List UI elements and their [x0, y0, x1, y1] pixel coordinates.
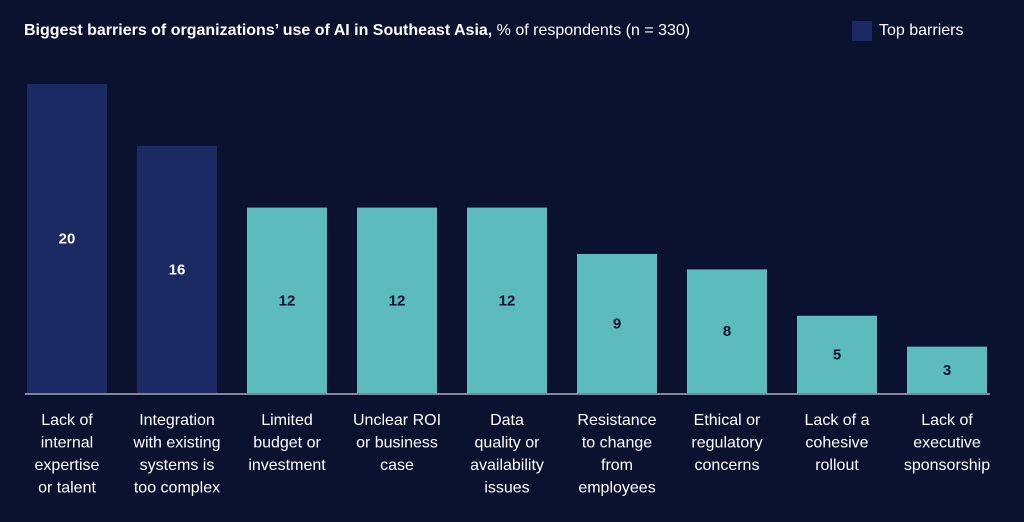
legend-swatch: [852, 21, 872, 41]
bar: [357, 207, 437, 393]
legend: Top barriers: [852, 21, 963, 41]
chart-title: Biggest barriers of organizations’ use o…: [24, 21, 690, 41]
category-label-line: rollout: [815, 457, 859, 474]
category-label: Unclear ROI or business case: [353, 412, 441, 474]
bar-value-label: 16: [169, 261, 186, 278]
category-label: Lack of executive sponsorship: [904, 412, 990, 474]
bar-value-label: 12: [279, 292, 296, 309]
bar-value-label: 20: [59, 231, 76, 248]
category-label: Integration with existing systems is too co…: [132, 412, 220, 497]
bar: [27, 84, 107, 393]
chart-title-rest: % of respondents (n = 330): [492, 22, 691, 39]
category-label-line: Limited: [261, 412, 313, 429]
category-label-line: budget or: [253, 435, 321, 452]
category-label-line: cohesive: [805, 435, 868, 452]
category-label: Limited budget or investment: [248, 412, 326, 474]
category-label-line: sponsorship: [904, 457, 990, 474]
bar-value-label: 9: [613, 315, 621, 332]
bar: [467, 207, 547, 393]
bar: [907, 346, 987, 393]
bar-value-label: 8: [723, 323, 731, 340]
category-label-line: Lack of a: [805, 412, 870, 429]
category-label-line: Lack of: [921, 412, 973, 429]
legend-label: Top barriers: [879, 22, 964, 39]
category-label-line: investment: [248, 457, 326, 474]
category-label-line: Ethical or: [694, 412, 761, 429]
category-label: Data quality or availability issues: [470, 412, 544, 497]
bar-value-label: 5: [833, 346, 841, 363]
category-label-line: from: [601, 457, 633, 474]
bar: [247, 207, 327, 393]
category-label-line: Resistance: [577, 412, 656, 429]
category-label-line: too complex: [134, 480, 220, 497]
category-label-line: or talent: [38, 480, 96, 497]
category-label-line: executive: [913, 435, 981, 452]
category-label-line: availability: [470, 457, 544, 474]
category-label-line: with existing: [132, 435, 220, 452]
category-label-line: case: [380, 457, 414, 474]
category-label-line: issues: [484, 480, 529, 497]
bar-value-label: 12: [499, 292, 516, 309]
bar-value-label: 12: [389, 292, 406, 309]
category-label-line: employees: [578, 480, 655, 497]
category-label-line: expertise: [35, 457, 100, 474]
category-label-line: internal: [41, 435, 93, 452]
bar: [797, 315, 877, 393]
bar: [687, 269, 767, 393]
category-label-line: or business: [356, 435, 438, 452]
bar-value-label: 3: [943, 362, 951, 379]
bar: [137, 145, 217, 393]
category-label-line: Unclear ROI: [353, 412, 441, 429]
category-label-line: concerns: [695, 457, 760, 474]
category-label-line: to change: [582, 435, 652, 452]
category-label: Resistance to change from employees: [577, 412, 656, 497]
category-label-line: regulatory: [691, 435, 762, 452]
category-label: Lack of internal expertise or talent: [35, 412, 100, 497]
category-label-line: quality or: [475, 435, 541, 452]
category-label: Ethical or regulatory concerns: [691, 412, 762, 474]
category-label-line: Integration: [139, 412, 215, 429]
category-label-line: Data: [490, 412, 524, 429]
category-label-line: Lack of: [41, 412, 93, 429]
category-label-line: systems is: [140, 457, 215, 474]
bar: [577, 253, 657, 393]
chart-title-bold: Biggest barriers of organizations’ use o…: [24, 22, 493, 39]
category-label: Lack of a cohesive rollout: [805, 412, 870, 474]
